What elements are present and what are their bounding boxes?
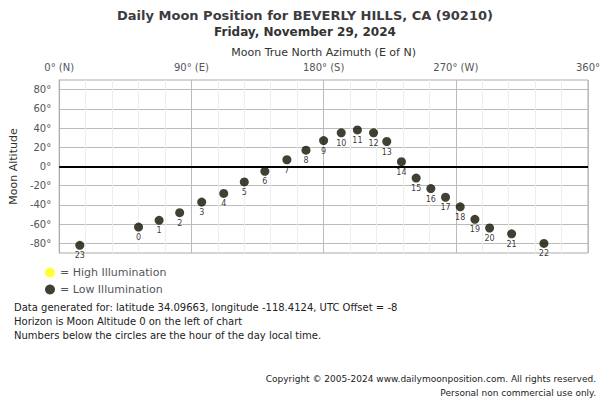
svg-text:12: 12	[368, 139, 378, 148]
svg-text:2: 2	[177, 219, 182, 228]
svg-text:8: 8	[303, 156, 308, 165]
svg-text:Numbers below the circles are: Numbers below the circles are the hour o…	[14, 330, 321, 341]
svg-text:5: 5	[242, 188, 247, 197]
svg-text:1: 1	[157, 226, 162, 235]
svg-text:270° (W): 270° (W)	[433, 62, 478, 73]
svg-text:Data generated for: latitude 3: Data generated for: latitude 34.09663, l…	[14, 302, 397, 313]
svg-text:80°: 80°	[33, 84, 51, 95]
svg-text:-40°: -40°	[30, 199, 51, 210]
svg-text:14: 14	[396, 168, 406, 177]
svg-text:Moon Altitude: Moon Altitude	[7, 128, 20, 205]
svg-text:21: 21	[507, 240, 517, 249]
svg-text:-80°: -80°	[30, 238, 51, 249]
svg-text:Personal non commercial use on: Personal non commercial use only.	[440, 388, 596, 398]
svg-text:Horizon is Moon Altitude 0 on: Horizon is Moon Altitude 0 on the left o…	[14, 316, 242, 327]
svg-text:60°: 60°	[33, 103, 51, 114]
svg-text:20: 20	[484, 234, 494, 243]
svg-text:19: 19	[470, 225, 480, 234]
svg-text:16: 16	[426, 195, 436, 204]
svg-text:9: 9	[321, 147, 326, 156]
svg-text:11: 11	[352, 136, 362, 145]
svg-text:360°: 360°	[576, 62, 600, 73]
svg-text:= Low Illumination: = Low Illumination	[60, 283, 163, 296]
svg-text:0° (N): 0° (N)	[44, 62, 74, 73]
svg-text:Moon True North Azimuth (E of: Moon True North Azimuth (E of N)	[231, 46, 416, 59]
svg-text:18: 18	[455, 213, 465, 222]
svg-text:0: 0	[136, 233, 141, 242]
svg-text:= High Illumination: = High Illumination	[60, 266, 166, 279]
svg-text:15: 15	[411, 184, 421, 193]
svg-text:4: 4	[221, 199, 226, 208]
svg-text:180° (S): 180° (S)	[303, 62, 345, 73]
svg-text:17: 17	[440, 203, 450, 212]
svg-text:7: 7	[284, 166, 289, 175]
svg-text:90° (E): 90° (E)	[174, 62, 209, 73]
svg-text:3: 3	[199, 208, 204, 217]
svg-text:Daily Moon Position for BEVERL: Daily Moon Position for BEVERLY HILLS, C…	[117, 8, 493, 23]
svg-text:0°: 0°	[40, 161, 51, 172]
svg-text:-60°: -60°	[30, 219, 51, 230]
svg-text:-20°: -20°	[30, 180, 51, 191]
svg-text:23: 23	[75, 251, 85, 260]
svg-text:Copyright © 2005-2024 www.dail: Copyright © 2005-2024 www.dailymoonposit…	[266, 374, 596, 384]
svg-text:20°: 20°	[33, 142, 51, 153]
svg-text:Friday, November 29, 2024: Friday, November 29, 2024	[214, 25, 396, 39]
svg-text:40°: 40°	[33, 123, 51, 134]
svg-text:6: 6	[262, 177, 267, 186]
svg-text:10: 10	[336, 139, 346, 148]
svg-text:22: 22	[539, 249, 549, 258]
svg-text:13: 13	[382, 148, 392, 157]
